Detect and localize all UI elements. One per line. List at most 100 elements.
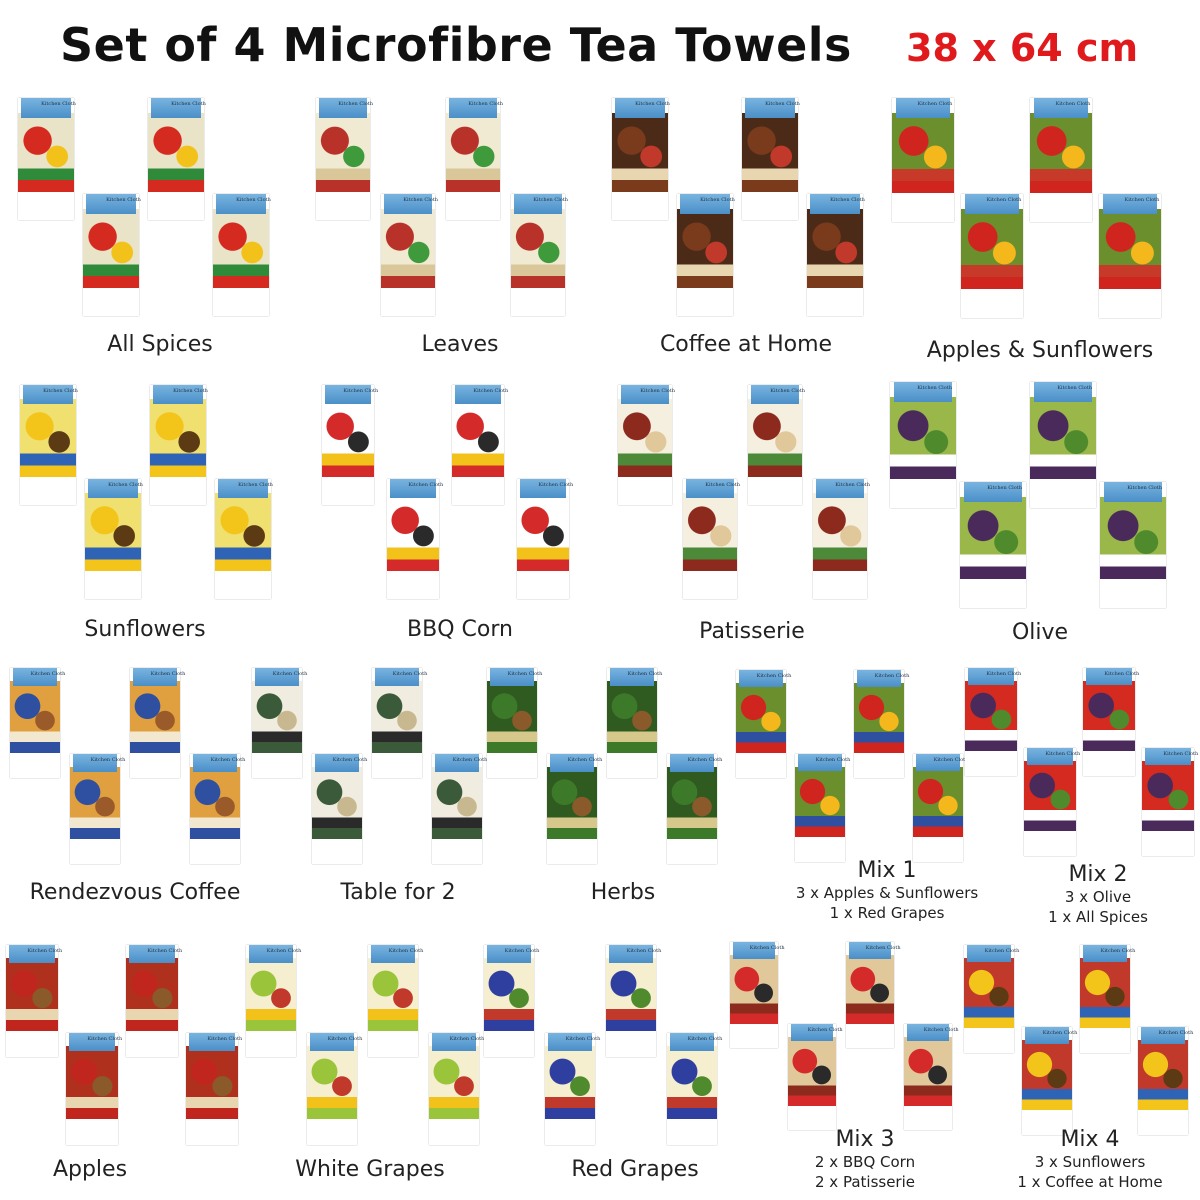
- package-header: Kitchen Cloth: [255, 668, 307, 686]
- towel-pattern: [606, 958, 656, 1032]
- towel-pattern: [190, 767, 240, 839]
- set-detail: 2 x BBQ Corn: [814, 1153, 916, 1171]
- package-header: Kitchen Cloth: [218, 479, 273, 499]
- set-label: Apples & Sunflowers: [927, 338, 1153, 363]
- package-label: Kitchen Cloth: [830, 196, 865, 203]
- package-label: Kitchen Cloth: [635, 100, 670, 107]
- package-header: Kitchen Cloth: [129, 945, 182, 963]
- package-header: Kitchen Cloth: [384, 194, 438, 214]
- towel-image: Kitchen Cloth: [368, 945, 423, 1057]
- package-header: Kitchen Cloth: [249, 945, 301, 963]
- package-label: Kitchen Cloth: [338, 100, 374, 107]
- towel-pattern: [372, 681, 422, 753]
- package-label: Kitchen Cloth: [238, 481, 273, 488]
- towel-image: Kitchen Cloth: [312, 754, 367, 864]
- towel-image: Kitchen Cloth: [1100, 482, 1166, 608]
- package-label: Kitchen Cloth: [815, 756, 851, 763]
- package-header: Kitchen Cloth: [790, 1024, 843, 1041]
- towel-pattern: [83, 208, 139, 288]
- package-label: Kitchen Cloth: [626, 947, 662, 954]
- towel-pattern: [148, 112, 204, 192]
- package-label: Kitchen Cloth: [1104, 670, 1140, 677]
- towel-pattern: [960, 497, 1026, 579]
- package-label: Kitchen Cloth: [343, 387, 379, 394]
- set-label: Rendezvous Coffee: [30, 880, 241, 905]
- package-label: Kitchen Cloth: [87, 1035, 123, 1042]
- package-header: Kitchen Cloth: [680, 194, 735, 214]
- towel-pattern: [913, 766, 963, 838]
- towel-image: Kitchen Cloth: [854, 670, 909, 778]
- set-name: Rendezvous Coffee: [29, 880, 241, 905]
- towel-image: Kitchen Cloth: [126, 945, 182, 1057]
- package-header: Kitchen Cloth: [610, 668, 662, 686]
- package-header: Kitchen Cloth: [73, 754, 125, 772]
- package-header: Kitchen Cloth: [9, 945, 62, 963]
- towel-pattern: [892, 112, 954, 194]
- towel-image: Kitchen Cloth: [322, 385, 378, 505]
- package-label: Kitchen Cloth: [266, 947, 302, 954]
- package-header: Kitchen Cloth: [86, 194, 141, 214]
- towel-pattern: [213, 208, 269, 288]
- towel-image: Kitchen Cloth: [964, 945, 1019, 1053]
- package-header: Kitchen Cloth: [216, 194, 271, 214]
- package-label: Kitchen Cloth: [388, 947, 424, 954]
- towel-pattern: [20, 399, 76, 478]
- package-label: Kitchen Cloth: [504, 947, 540, 954]
- package-header: Kitchen Cloth: [732, 942, 785, 959]
- package-header: Kitchen Cloth: [189, 1033, 242, 1051]
- package-header: Kitchen Cloth: [315, 754, 367, 772]
- towel-pattern: [1022, 1039, 1072, 1111]
- towel-pattern: [511, 208, 565, 288]
- package-label: Kitchen Cloth: [984, 947, 1020, 954]
- towel-pattern: [246, 958, 296, 1032]
- package-header: Kitchen Cloth: [615, 98, 670, 118]
- package-label: Kitchen Cloth: [807, 1026, 843, 1033]
- set-name: Sunflowers: [84, 617, 206, 642]
- set-label: All Spices: [107, 332, 212, 357]
- page-title: Set of 4 Microfibre Tea Towels: [60, 18, 852, 72]
- package-label: Kitchen Cloth: [756, 672, 792, 679]
- towel-pattern: [846, 954, 894, 1024]
- towel-image: Kitchen Cloth: [186, 1033, 242, 1145]
- package-label: Kitchen Cloth: [173, 387, 208, 394]
- package-header: Kitchen Cloth: [1102, 194, 1160, 214]
- towel-image: Kitchen Cloth: [730, 942, 785, 1048]
- package-label: Kitchen Cloth: [923, 1026, 959, 1033]
- package-label: Kitchen Cloth: [507, 670, 543, 677]
- towel-image: Kitchen Cloth: [1138, 1027, 1193, 1135]
- package-header: Kitchen Cloth: [432, 1033, 484, 1051]
- package-header: Kitchen Cloth: [1141, 1027, 1193, 1045]
- package-label: Kitchen Cloth: [106, 196, 141, 203]
- towel-image: Kitchen Cloth: [150, 385, 208, 505]
- package-header: Kitchen Cloth: [13, 668, 65, 686]
- towel-pattern: [381, 208, 435, 288]
- size-label: 38 x 64 cm: [906, 26, 1139, 70]
- package-label: Kitchen Cloth: [392, 670, 428, 677]
- towel-image: Kitchen Cloth: [677, 194, 735, 316]
- package-header: Kitchen Cloth: [893, 382, 953, 403]
- towel-image: Kitchen Cloth: [66, 1033, 122, 1145]
- package-label: Kitchen Cloth: [917, 100, 953, 107]
- package-label: Kitchen Cloth: [1124, 196, 1160, 203]
- towel-image: Kitchen Cloth: [807, 194, 865, 316]
- towel-pattern: [1138, 1039, 1188, 1111]
- package-header: Kitchen Cloth: [967, 945, 1019, 963]
- package-label: Kitchen Cloth: [933, 756, 969, 763]
- package-header: Kitchen Cloth: [133, 668, 185, 686]
- towel-image: Kitchen Cloth: [965, 668, 1021, 776]
- towel-pattern: [1142, 760, 1194, 832]
- towel-image: Kitchen Cloth: [961, 194, 1023, 318]
- package-label: Kitchen Cloth: [1042, 1029, 1078, 1036]
- towel-image: Kitchen Cloth: [83, 194, 141, 316]
- set-name: Mix 4: [1060, 1127, 1120, 1152]
- towel-pattern: [452, 399, 504, 478]
- towel-image: Kitchen Cloth: [432, 754, 487, 864]
- towel-image: Kitchen Cloth: [20, 385, 78, 505]
- set-detail: 1 x Coffee at Home: [1017, 1173, 1163, 1191]
- set-detail: 3 x Apples & Sunflowers: [795, 884, 979, 902]
- package-header: Kitchen Cloth: [810, 194, 865, 214]
- package-label: Kitchen Cloth: [147, 947, 183, 954]
- package-header: Kitchen Cloth: [487, 945, 539, 963]
- towel-image: Kitchen Cloth: [130, 668, 185, 778]
